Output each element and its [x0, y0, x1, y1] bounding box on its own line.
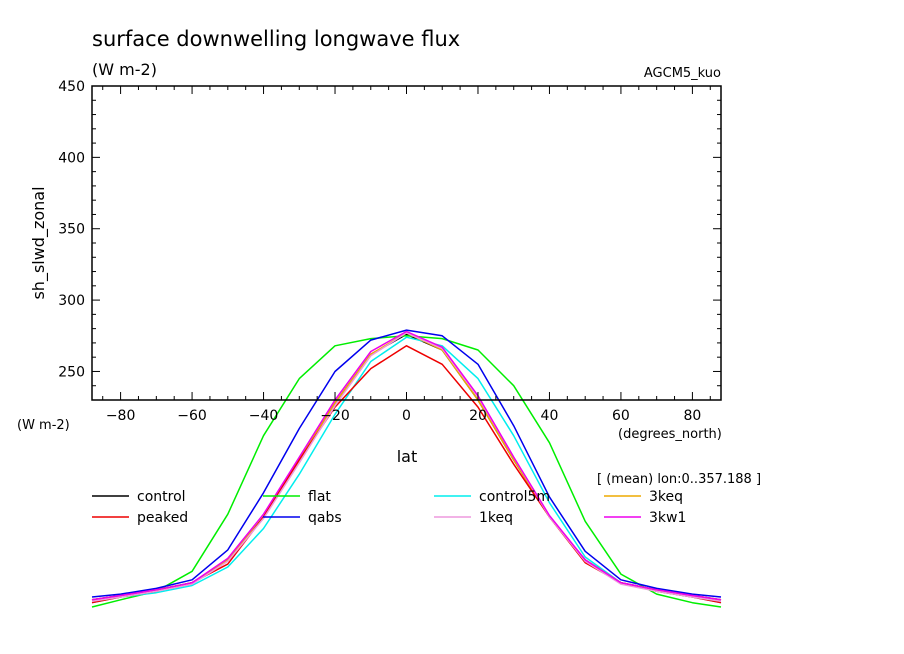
legend: control flat control5m 3keq peaked qabs 1keq 3k…: [92, 489, 686, 526]
x-tick-label: −20: [320, 408, 350, 424]
y-tick-label: 250: [58, 364, 85, 380]
x-tick-label: 40: [541, 408, 559, 424]
y-tick-label: 300: [58, 293, 85, 309]
x-tick-label: 60: [612, 408, 630, 424]
x-tick-label: −40: [249, 408, 279, 424]
tick-layer: −80 −60 −40 −20 0 20 40 60 80 250 300 350 400 450: [58, 79, 721, 424]
y-tick-label: 350: [58, 222, 85, 238]
series-line-1keq: [91, 332, 722, 602]
region-note: [ (mean) lon:0..357.188 ]: [597, 472, 761, 487]
x-tick-label: 80: [683, 408, 701, 424]
units-label: (W m-2): [92, 60, 157, 79]
y-units-label: (W m-2): [17, 418, 70, 433]
series-line-3keq: [91, 332, 722, 601]
chart-title: surface downwelling longwave flux: [92, 27, 460, 51]
plot-frame: [91, 85, 722, 401]
x-tick-label: 20: [469, 408, 487, 424]
legend-label-flat: flat: [308, 489, 331, 505]
legend-label-peaked: peaked: [137, 510, 188, 526]
legend-label-qabs: qabs: [308, 510, 342, 526]
series-line-control5m: [91, 336, 722, 604]
x-tick-label: −60: [177, 408, 207, 424]
legend-label-control5m: control5m: [479, 489, 550, 505]
legend-label-3keq: 3keq: [649, 489, 683, 505]
legend-label-3kw1: 3kw1: [649, 510, 686, 526]
series-line-flat: [91, 335, 722, 608]
series-line-qabs: [91, 329, 722, 598]
series-line-3kw1: [91, 330, 722, 601]
x-tick-label: 0: [402, 408, 411, 424]
model-label: AGCM5_kuo: [644, 66, 721, 81]
y-tick-label: 450: [58, 79, 85, 95]
y-axis-label: sh_slwd_zonal: [29, 186, 49, 299]
legend-label-control: control: [137, 489, 186, 505]
series-line-control: [91, 333, 722, 601]
x-tick-label: −80: [106, 408, 136, 424]
legend-label-1keq: 1keq: [479, 510, 513, 526]
x-axis-label: lat: [397, 447, 418, 466]
x-units-label: (degrees_north): [618, 427, 722, 442]
y-tick-label: 400: [58, 150, 85, 166]
series-layer: [91, 329, 722, 608]
